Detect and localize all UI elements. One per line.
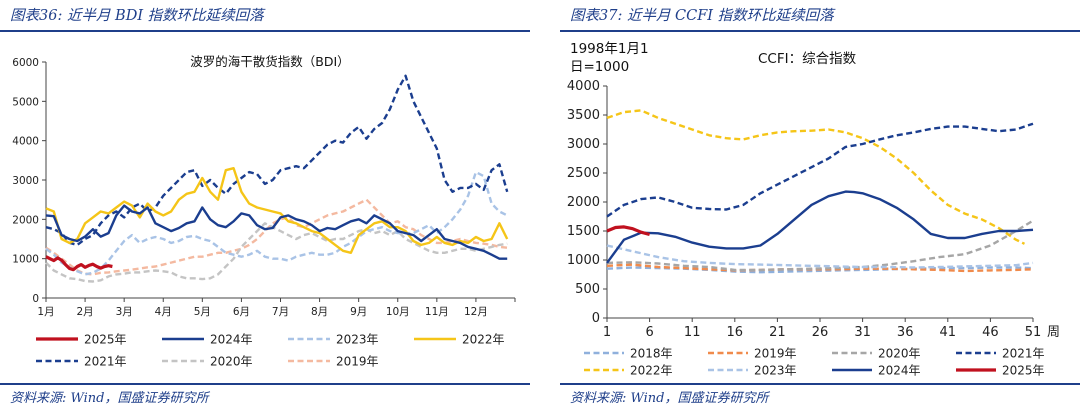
series-line-2024年: [45, 204, 508, 260]
x-tick-label: 16: [727, 325, 744, 340]
legend-label-2018年: 2018年: [630, 347, 673, 361]
title-rule: [560, 30, 1080, 32]
legend-label-2024年: 2024年: [878, 364, 921, 378]
x-tick-label: 9月: [350, 306, 367, 318]
y-tick-label: 0: [32, 293, 39, 305]
y-tick-label: 4000: [12, 136, 39, 148]
legend-label-2021年: 2021年: [84, 355, 127, 369]
series-line-2018年: [606, 266, 1034, 274]
y-tick-label: 3000: [567, 137, 600, 152]
x-tick-label: 5月: [194, 306, 211, 318]
bdi-chart: 0 1000 2000 3000 4000 5000 6000 1月 2月 3月 4月 5月 6月 7月 8…: [12, 54, 516, 369]
x-tick-label: 21: [769, 325, 786, 340]
y-tick-label: 0: [592, 311, 600, 326]
series-line-2025年: [45, 255, 113, 272]
x-tick-label: 26: [812, 325, 829, 340]
series-line-2021年: [606, 122, 1034, 218]
y-tick-label: 1000: [12, 254, 39, 266]
y-tick-label: 1000: [567, 253, 600, 268]
base-date-note: 日=1000: [570, 59, 629, 75]
figure-title-bdi: 图表36: 近半月 BDI 指数环比延续回落: [10, 8, 264, 24]
x-tick-label: 3月: [116, 306, 133, 318]
x-tick-label: 2月: [76, 306, 93, 318]
y-tick-label: 5000: [12, 96, 39, 108]
x-tick-label: 6月: [233, 306, 250, 318]
x-tick-label: 4月: [155, 306, 172, 318]
series-line-2023年: [45, 170, 508, 276]
panel-ccfi: 图表37: 近半月 CCFI 指数环比延续回落 0 500 1000 1500 2000…: [560, 0, 1080, 408]
legend-label-2022年: 2022年: [462, 333, 505, 347]
x-axis-title: 周: [1047, 325, 1060, 340]
y-tick-label: 1500: [567, 224, 600, 239]
x-tick-label: 41: [940, 325, 957, 340]
x-tick-label: 12月: [464, 306, 488, 318]
x-tick-label: 36: [897, 325, 914, 340]
source-note-ccfi: 资料来源: Wind，国盛证券研究所: [570, 391, 769, 406]
y-tick-label: 500: [575, 282, 600, 297]
y-tick-label: 2000: [567, 195, 600, 210]
title-rule: [0, 30, 530, 32]
y-tick-label: 3500: [567, 108, 600, 123]
y-tick-label: 2500: [567, 166, 600, 181]
chart-title: CCFI：综合指数: [758, 51, 857, 67]
legend-label-2023年: 2023年: [336, 333, 379, 347]
legend-label-2024年: 2024年: [210, 333, 253, 347]
source-rule: [560, 383, 1080, 385]
x-tick-label: 8月: [311, 306, 328, 318]
panel-bdi: 图表36: 近半月 BDI 指数环比延续回落 0 1000 2000 3000 4000…: [0, 0, 530, 408]
y-tick-label: 6000: [12, 57, 39, 69]
legend-label-2021年: 2021年: [1002, 347, 1045, 361]
x-tick-label: 11月: [425, 306, 449, 318]
series-line-2021年: [45, 74, 509, 247]
source-note-bdi: 资料来源: Wind，国盛证券研究所: [10, 391, 209, 406]
series-line-2019年: [606, 263, 1034, 273]
x-tick-label: 10月: [386, 306, 410, 318]
source-rule: [0, 383, 530, 385]
x-tick-label: 31: [854, 325, 871, 340]
x-tick-label: 1月: [37, 306, 54, 318]
y-tick-label: 4000: [567, 79, 600, 94]
legend-label-2025年: 2025年: [84, 333, 127, 347]
y-tick-label: 2000: [12, 214, 39, 226]
x-tick-label: 7月: [272, 306, 289, 318]
x-tick-label: 11: [684, 325, 701, 340]
legend-label-2022年: 2022年: [630, 364, 673, 378]
chart-title: 波罗的海干散货指数（BDI）: [190, 54, 349, 69]
figure-title-ccfi: 图表37: 近半月 CCFI 指数环比延续回落: [570, 8, 834, 24]
legend-label-2020年: 2020年: [210, 355, 253, 369]
base-date-note: 1998年1月1: [570, 41, 649, 57]
x-tick-label: 46: [982, 325, 999, 340]
x-tick-label: 6: [645, 325, 653, 340]
series-line-2022年: [606, 109, 1026, 245]
legend-label-2019年: 2019年: [336, 355, 379, 369]
legend-label-2020年: 2020年: [878, 347, 921, 361]
legend-label-2025年: 2025年: [1002, 364, 1045, 378]
series-line-2025年: [606, 225, 651, 237]
series-line-2020年: [606, 219, 1034, 272]
series-line-2022年: [45, 166, 509, 255]
series-line-2024年: [606, 190, 1034, 264]
x-tick-label: 51: [1025, 325, 1042, 340]
x-tick-label: 1: [603, 325, 611, 340]
series-line-2023年: [606, 244, 1034, 269]
y-tick-label: 3000: [12, 175, 39, 187]
legend-label-2019年: 2019年: [754, 347, 797, 361]
legend-label-2023年: 2023年: [754, 364, 797, 378]
